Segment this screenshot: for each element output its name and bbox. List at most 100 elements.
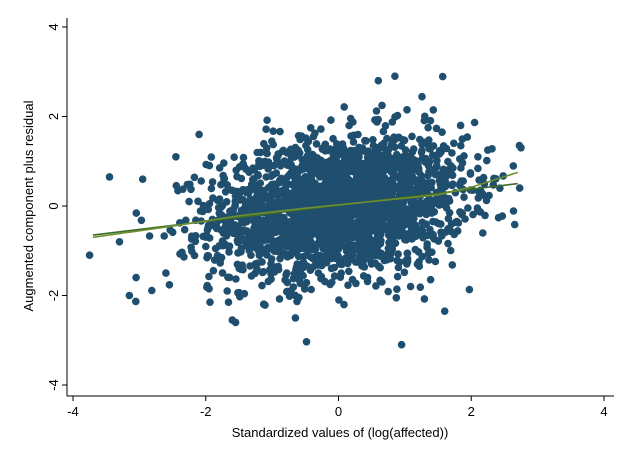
data-point [148,286,156,295]
data-point [294,252,303,261]
data-point [414,225,423,233]
data-point [374,115,383,124]
data-point [299,244,307,253]
data-point [203,251,212,260]
data-point [228,206,236,214]
data-point [321,147,330,155]
data-point [482,196,491,205]
data-point [295,185,304,194]
data-point [304,137,313,146]
data-point [300,285,309,293]
data-point [245,239,254,247]
data-point [460,152,468,160]
data-point [458,135,467,143]
ticks: -4 -2 0 2 4 -4 -2 0 2 4 [46,23,608,419]
data-point [418,92,426,101]
data-point [347,132,355,140]
data-point [456,180,464,188]
data-point [187,232,196,240]
data-point [345,121,353,130]
data-point [337,207,345,216]
data-point [470,118,479,127]
data-point [474,164,482,173]
data-point [301,217,309,226]
data-point [294,168,302,177]
data-point [205,200,214,208]
data-point [290,202,299,210]
data-point [266,265,274,274]
data-point [284,250,293,259]
data-point [132,209,141,217]
data-point [384,181,392,189]
data-point [208,178,217,186]
data-point [285,218,293,226]
data-point [263,243,272,252]
data-point [207,153,216,161]
data-point [222,232,231,240]
data-point [249,175,257,184]
data-point [302,278,311,287]
data-point [115,238,124,246]
data-point [392,150,401,159]
data-point [243,207,252,216]
data-point [352,279,360,288]
data-point [256,205,265,214]
data-point [368,251,377,260]
data-point [182,216,190,225]
data-point [450,139,458,148]
data-point [313,255,322,264]
data-point [273,155,281,163]
data-point [262,144,271,152]
data-point [138,175,147,183]
data-point [211,244,220,253]
data-point [329,150,338,159]
data-point [364,242,373,251]
data-point [378,210,387,218]
data-point [271,189,279,197]
data-point [254,171,262,180]
data-point [253,148,261,157]
data-point [331,215,339,224]
data-point [187,185,195,194]
data-point [432,124,441,133]
data-point [330,272,339,280]
data-point [194,197,202,206]
data-point [416,135,424,144]
data-point [349,186,357,194]
data-point [227,186,236,194]
data-point [356,189,365,198]
data-point [378,190,386,199]
data-point [510,220,519,229]
data-point [294,146,302,155]
data-point [401,231,410,239]
data-point [391,135,400,144]
data-point [267,275,275,283]
data-point [371,259,380,267]
data-point [438,72,447,81]
data-point [358,262,366,270]
data-point [389,241,397,249]
data-point [391,72,399,80]
data-point [428,151,437,159]
data-point [307,285,316,294]
data-point [454,219,463,227]
data-point [355,143,363,152]
data-point [434,150,443,158]
data-point [509,207,518,215]
data-point [387,168,396,176]
data-point [424,249,433,258]
x-tick-label: -2 [200,404,212,419]
data-point [263,116,271,124]
data-point [221,188,230,196]
data-point [278,147,287,156]
data-point [174,186,182,195]
data-point [397,142,406,150]
axes [66,18,614,397]
data-point [394,263,403,272]
data-point [416,198,424,207]
data-point [231,197,240,205]
data-point [223,181,231,189]
data-point [424,123,432,132]
data-point [351,177,359,186]
data-point [396,181,405,189]
